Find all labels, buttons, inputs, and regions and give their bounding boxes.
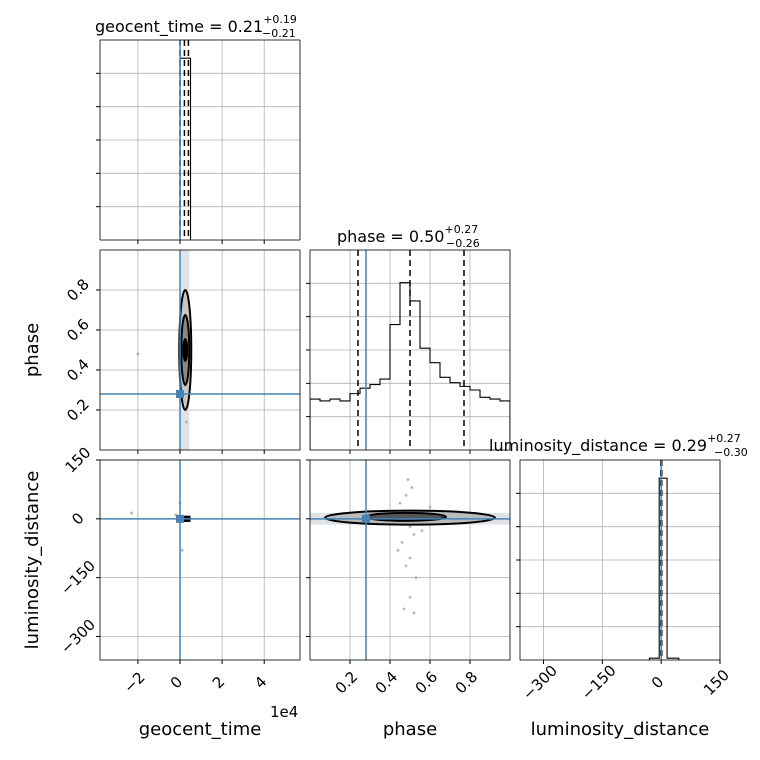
scatter-point [406, 478, 410, 482]
xtick-label: 150 [700, 666, 733, 699]
contour-inner [365, 511, 447, 522]
xlabel-luminosity-distance: luminosity_distance [531, 719, 710, 740]
panel-phase-luminosity_distance: 0.2 0.4 0.6 0.8 [306, 459, 511, 698]
panel-frame [99, 249, 301, 451]
panel-frame [309, 249, 511, 451]
truth-marker [362, 514, 370, 523]
xlabel-geocent-time: geocent_time [139, 719, 262, 740]
panel-geocent_time-phase: 0.2 0.4 0.6 0.8 [63, 249, 301, 454]
plot-area [100, 250, 300, 450]
scatter-point [404, 564, 408, 568]
ytick-label: 150 [62, 444, 95, 477]
plot-area [100, 460, 300, 660]
scatter-point [130, 511, 133, 515]
contour-core [182, 338, 189, 362]
scatter-point [136, 352, 140, 356]
ytick-label: 0.6 [63, 315, 93, 345]
xtick-label: −300 [519, 662, 561, 704]
scatter-point [180, 548, 184, 552]
panel-frame [99, 459, 301, 661]
title-luminosity-distance: luminosity_distance = 0.29+0.27 [489, 432, 741, 456]
ytick-label: 0 [68, 509, 87, 528]
xtick-label: 0.2 [332, 668, 362, 698]
plot-area [648, 460, 680, 660]
scatter-point [428, 505, 432, 509]
panel-phase-hist [306, 249, 511, 454]
scatter-point [184, 420, 188, 424]
xtick-label: 0.6 [412, 668, 442, 698]
ytick-label: 0.4 [63, 355, 93, 385]
title-phase: phase = 0.50+0.27 [337, 223, 478, 246]
ytick-label: −150 [57, 557, 99, 599]
xtick-label: 0 [167, 673, 186, 692]
scatter-point [408, 556, 412, 560]
xtick-label: 0 [648, 673, 667, 692]
scatter-point [404, 493, 408, 497]
title-geocent-time: geocent_time = 0.21+0.19 [95, 13, 297, 37]
truth-marker [176, 514, 184, 523]
panel-luminosity_distance-hist: −300 −150 0 150 [516, 459, 733, 704]
panel-frame [99, 39, 301, 241]
scatter-point [410, 486, 414, 489]
panel-geocent_time-luminosity_distance: −2 0 2 4 −300 −150 0 150 [57, 444, 301, 697]
title-phase-sub: −0.26 [446, 237, 480, 250]
title-luminosity-distance-sub: −0.30 [714, 446, 748, 459]
panel-geocent_time-hist [96, 39, 301, 244]
xtick-label: 0.4 [372, 668, 402, 698]
xtick-label: 2 [209, 673, 228, 692]
scatter-point [414, 576, 418, 580]
plot-area [310, 460, 510, 660]
scatter-point [412, 533, 416, 536]
xtick-label: 0.8 [452, 668, 482, 698]
scatter-point [400, 540, 404, 544]
scatter-point [402, 607, 406, 611]
truth-marker [176, 390, 184, 398]
scatter-point [408, 595, 412, 599]
plot-area [310, 250, 510, 450]
panel-frame [519, 459, 721, 661]
scatter-point [398, 501, 402, 505]
title-geocent-time-sub: −0.21 [262, 27, 296, 40]
xtick-label: −2 [120, 668, 148, 696]
xtick-label: 4 [251, 673, 270, 692]
offset-label: 1e4 [270, 703, 298, 721]
scatter-point [412, 611, 416, 615]
hist-steps [648, 477, 680, 660]
scatter-point [396, 548, 400, 552]
scatter-point [420, 529, 424, 532]
ytick-label: 0.8 [63, 275, 93, 305]
scatter-point [408, 525, 412, 529]
ylabel-phase: phase [22, 323, 43, 377]
plot-area [179, 40, 192, 240]
ytick-label: 0.2 [63, 395, 93, 425]
panel-frame [309, 459, 511, 661]
ytick-label: −300 [57, 616, 99, 658]
xlabel-phase: phase [383, 719, 437, 740]
xtick-label: −150 [578, 662, 620, 704]
ylabel-luminosity-distance: luminosity_distance [22, 471, 43, 650]
